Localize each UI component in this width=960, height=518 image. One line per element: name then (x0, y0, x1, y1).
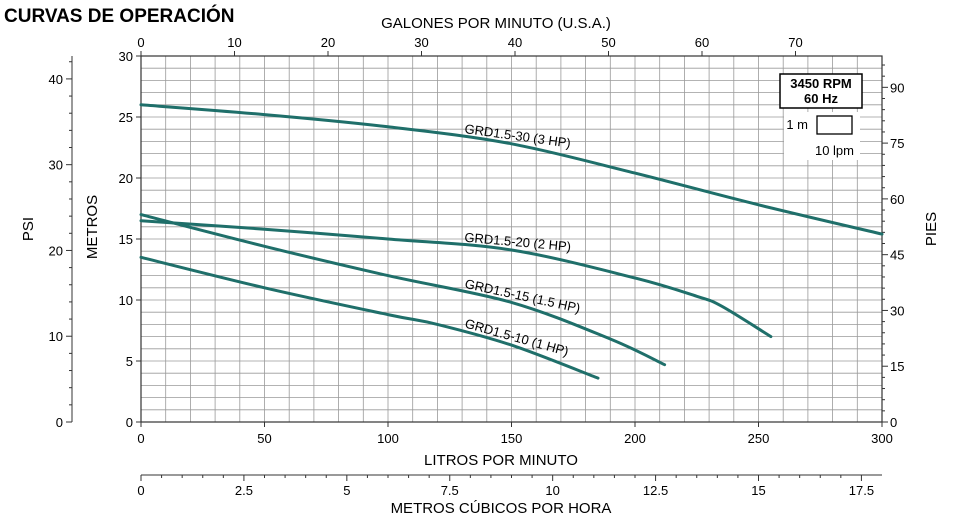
psi-tick-label: 20 (49, 243, 63, 258)
right-tick-label: 0 (890, 415, 897, 430)
right-tick-label: 45 (890, 248, 904, 263)
psi-tick-label: 40 (49, 72, 63, 87)
top-tick-label: 50 (601, 35, 615, 50)
m3h-tick-label: 17.5 (849, 483, 874, 498)
psi-tick-label: 30 (49, 158, 63, 173)
hz-label: 60 Hz (804, 91, 838, 106)
legend-box: 3450 RPM 60 Hz 1 m 10 lpm (779, 73, 863, 160)
psi-tick-label: 0 (56, 415, 63, 430)
m3h-tick-label: 0 (137, 483, 144, 498)
right-tick-label: 90 (890, 80, 904, 95)
bottom-tick-label: 150 (501, 431, 523, 446)
series-line-4 (139, 255, 600, 380)
right-axis-label: PIES (923, 212, 940, 246)
left-tick-label: 25 (119, 110, 133, 125)
bottom-axis-label: LITROS POR MINUTO (424, 452, 578, 469)
scale-swatch (816, 115, 853, 135)
rpm-label: 3450 RPM (790, 76, 851, 91)
left-axis-label: METROS (84, 195, 101, 259)
psi-tick-label: 10 (49, 329, 63, 344)
left-tick-label: 10 (119, 293, 133, 308)
m3h-tick-label: 7.5 (441, 483, 459, 498)
right-tick-label: 60 (890, 192, 904, 207)
left-tick-label: 0 (126, 415, 133, 430)
m3h-tick-label: 10 (545, 483, 559, 498)
psi-axis-label: PSI (20, 217, 37, 241)
series-line-3 (139, 213, 667, 367)
series-line-2 (139, 219, 773, 339)
bottom-tick-label: 50 (257, 431, 271, 446)
top-axis-label: GALONES POR MINUTO (U.S.A.) (381, 15, 611, 32)
m3h-tick-label: 2.5 (235, 483, 253, 498)
chart-title: CURVAS DE OPERACIÓN (4, 5, 235, 27)
top-tick-label: 60 (695, 35, 709, 50)
bottom-tick-label: 250 (748, 431, 770, 446)
left-tick-label: 20 (119, 171, 133, 186)
top-tick-label: 10 (227, 35, 241, 50)
bottom2-axis-label: METROS CÚBICOS POR HORA (391, 500, 612, 517)
right-tick-label: 75 (890, 136, 904, 151)
right-tick-label: 15 (890, 359, 904, 374)
scale-x-label: 10 lpm (815, 143, 854, 158)
m3h-tick-label: 12.5 (643, 483, 668, 498)
series-line-1 (139, 103, 884, 236)
right-tick-label: 30 (890, 303, 904, 318)
bottom-tick-label: 300 (871, 431, 893, 446)
rpm-box (779, 73, 863, 109)
bottom-tick-label: 100 (377, 431, 399, 446)
left-tick-label: 5 (126, 354, 133, 369)
left-tick-label: 30 (119, 49, 133, 64)
bottom-tick-label: 200 (624, 431, 646, 446)
bottom-tick-label: 0 (137, 431, 144, 446)
top-tick-label: 30 (414, 35, 428, 50)
series-lines (139, 103, 884, 380)
m3h-tick-label: 5 (343, 483, 350, 498)
m3h-tick-label: 15 (751, 483, 765, 498)
left-tick-label: 15 (119, 232, 133, 247)
scale-y-label: 1 m (786, 117, 808, 132)
top-tick-label: 20 (321, 35, 335, 50)
top-tick-label: 40 (508, 35, 522, 50)
top-tick-label: 0 (137, 35, 144, 50)
top-tick-label: 70 (788, 35, 802, 50)
